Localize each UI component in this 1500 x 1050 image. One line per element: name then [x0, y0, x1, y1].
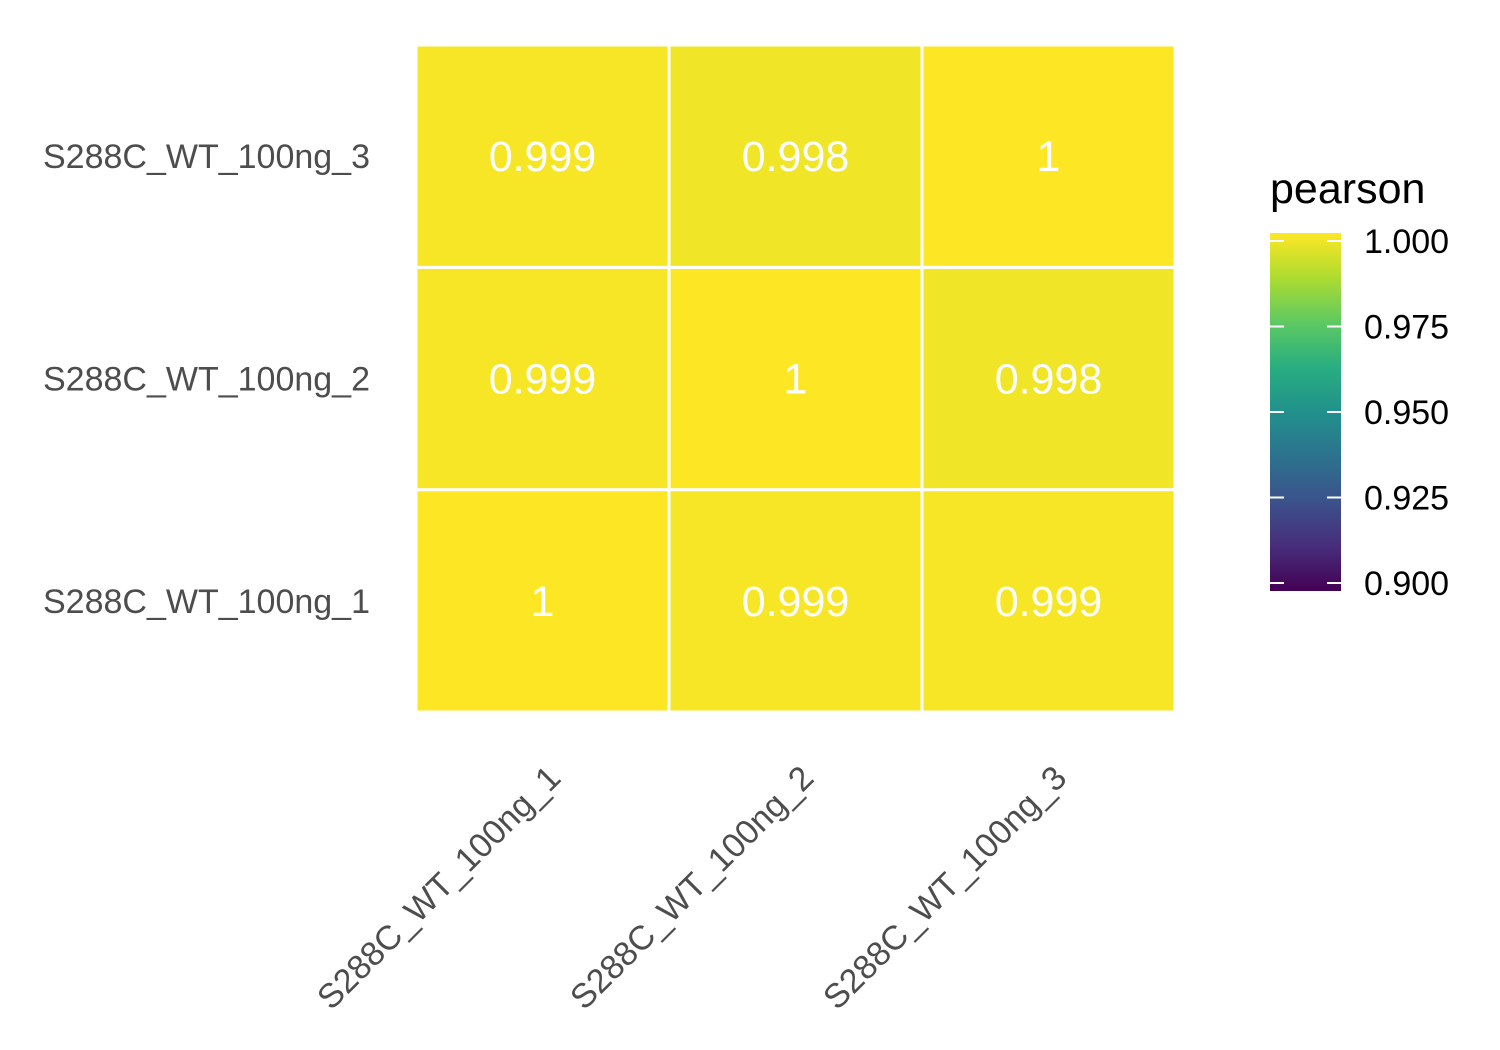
y-axis-tick-label: S288C_WT_100ng_2	[43, 361, 370, 399]
heatmap-cell-value: 0.999	[742, 578, 850, 626]
heatmap-cell	[667, 488, 924, 714]
legend-tick-label: 1.000	[1364, 223, 1449, 261]
heatmap-cells	[414, 43, 1177, 714]
heatmap-cell-value: 1	[531, 578, 555, 626]
heatmap-cell	[920, 43, 1177, 269]
heatmap-cell	[920, 265, 1177, 492]
legend-tick-label: 0.950	[1364, 394, 1449, 432]
y-axis-tick-labels: S288C_WT_100ng_1 S288C_WT_100ng_2 S288C_WT…	[43, 138, 370, 621]
heatmap-cell-labels: 1 0.999 0.999 0.999 1 0.998 0.999 0.998 1	[489, 133, 1103, 626]
x-axis-tick-label: S288C_WT_100ng_3	[816, 759, 1074, 1017]
heatmap-cell-value: 0.999	[489, 133, 597, 181]
heatmap-cell-value: 1	[784, 356, 808, 404]
heatmap-cell-value: 0.998	[995, 356, 1103, 404]
heatmap-cell	[414, 488, 671, 714]
heatmap-cell-value: 0.998	[742, 133, 850, 181]
heatmap-cell-value: 0.999	[995, 578, 1103, 626]
color-legend: pearson 1.000 0.975 0.950 0.925 0.900	[1270, 165, 1449, 603]
y-axis-tick-label: S288C_WT_100ng_1	[43, 583, 370, 621]
heatmap-cell	[667, 43, 924, 269]
heatmap-cell	[414, 43, 671, 269]
legend-tick-label: 0.975	[1364, 309, 1449, 347]
x-axis-tick-label: S288C_WT_100ng_2	[563, 759, 821, 1017]
heatmap-cell-value: 0.999	[489, 356, 597, 404]
legend-tick-label: 0.925	[1364, 480, 1449, 518]
heatmap-cell	[414, 265, 671, 492]
legend-tick-label: 0.900	[1364, 565, 1449, 603]
legend-ticks: 1.000 0.975 0.950 0.925 0.900	[1270, 223, 1449, 603]
heatmap-cell-value: 1	[1037, 133, 1061, 181]
x-axis-tick-labels: S288C_WT_100ng_1S288C_WT_100ng_2S288C_WT…	[310, 759, 1074, 1017]
y-axis-tick-label: S288C_WT_100ng_3	[43, 138, 370, 176]
heatmap-cell	[667, 265, 924, 492]
legend-title: pearson	[1270, 165, 1425, 213]
x-axis-tick-label: S288C_WT_100ng_1	[310, 759, 568, 1017]
